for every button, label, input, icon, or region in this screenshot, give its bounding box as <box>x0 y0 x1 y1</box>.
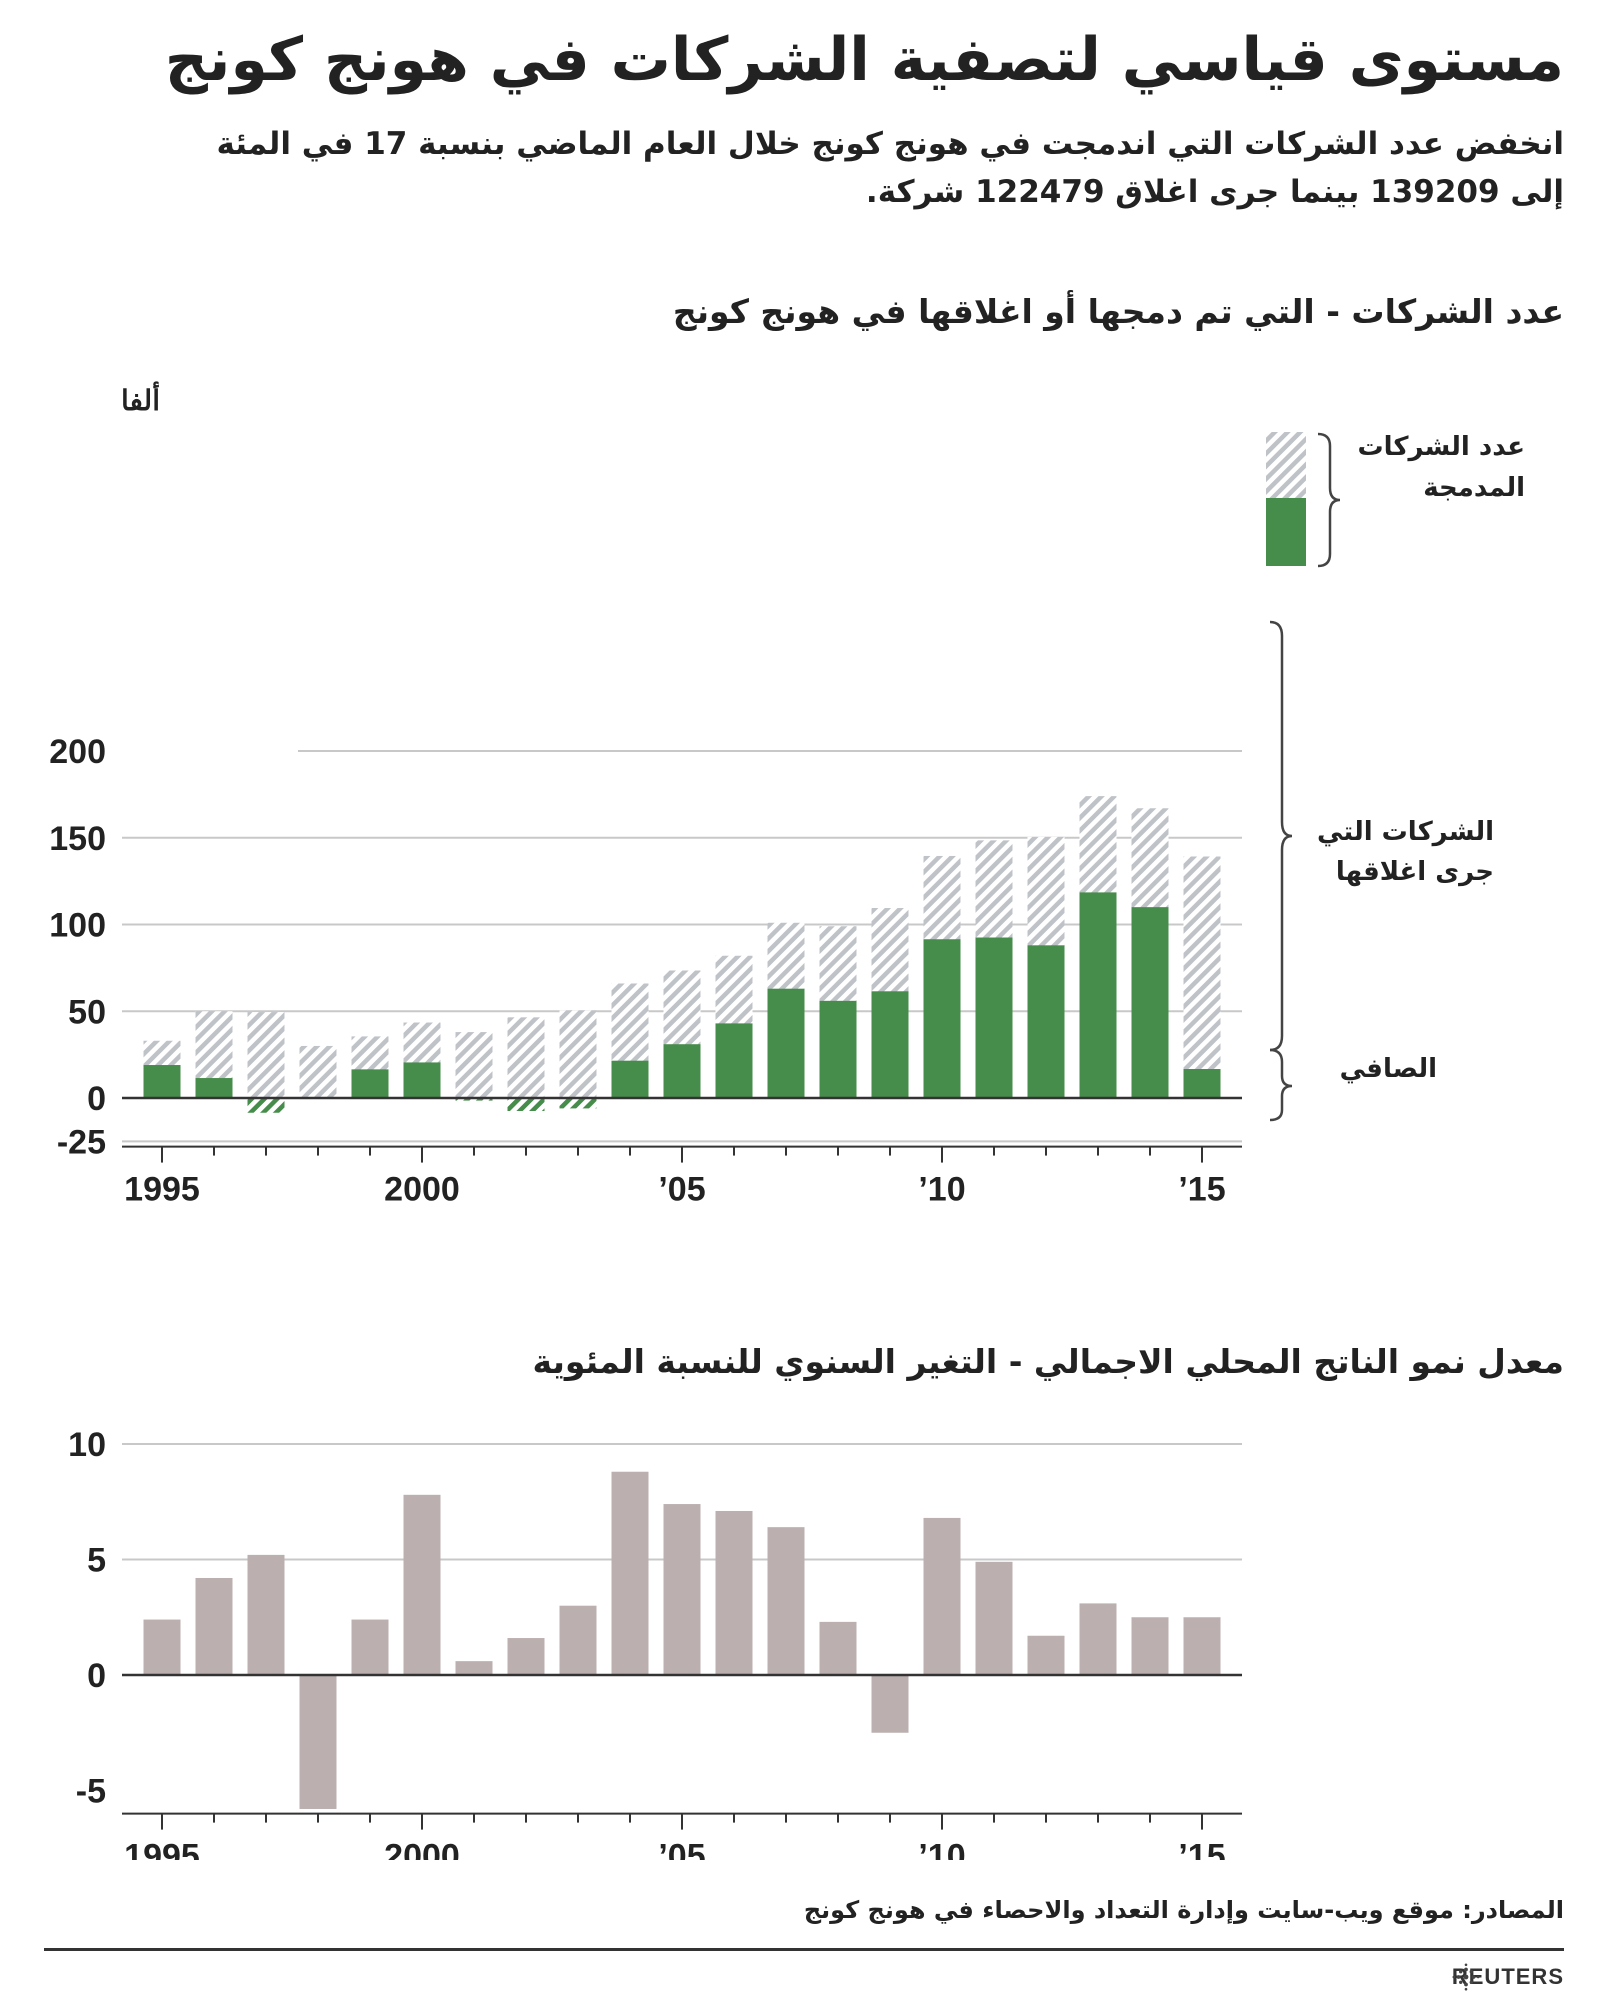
bar-net-negative <box>559 1098 597 1109</box>
chart1-legend: عدد الشركات المدمجة الشركات التي جرى اغل… <box>1266 432 1526 1122</box>
y-tick-label: 0 <box>87 1657 106 1695</box>
bar-gdp-growth <box>143 1619 181 1675</box>
bar-gdp-growth <box>923 1517 961 1675</box>
bar-net-negative <box>455 1098 493 1101</box>
bar-gdp-growth <box>455 1661 493 1675</box>
x-tick-label: 1995 <box>124 1171 200 1209</box>
bar-net-negative <box>507 1098 545 1112</box>
bar-gdp-growth <box>611 1471 649 1675</box>
bar-net-negative <box>247 1098 285 1113</box>
legend-brace-closed <box>1269 620 1293 1052</box>
page-title: مستوى قياسي لتصفية الشركات في هونج كونج <box>164 25 1564 95</box>
bar-gdp-growth <box>507 1638 545 1675</box>
source-note: المصادر: موقع ويب-سايت وإدارة التعداد وا… <box>803 1896 1564 1924</box>
bar-gdp-growth <box>1027 1635 1065 1675</box>
bar-companies-merged <box>247 1012 285 1098</box>
chart1-unit-label: ألفا <box>121 382 160 416</box>
bar-net-positive <box>923 939 961 1098</box>
legend-closed-line-2: جرى اغلاقها <box>1336 857 1494 887</box>
legend-merged-line-1: عدد الشركات <box>1358 432 1526 462</box>
x-tick-label: ’10 <box>918 1171 965 1209</box>
y-tick-label: 10 <box>68 1426 106 1464</box>
companies-bar-chart: 200 150 100 50 0 -25 1995 2000 ’05 ’10 ’15 ألفا عد… <box>49 382 1526 1209</box>
bar-net-positive <box>871 991 909 1098</box>
bar-net-positive <box>1183 1069 1221 1098</box>
y-tick-label: 100 <box>49 907 106 945</box>
x-tick-label: 1995 <box>124 1838 200 1860</box>
bar-net-positive <box>819 1000 857 1098</box>
bar-net-positive <box>663 1044 701 1098</box>
y-tick-label: 0 <box>87 1080 106 1118</box>
legend-brace-merged <box>1317 432 1341 568</box>
x-tick-label: ’15 <box>1178 1171 1225 1209</box>
bar-companies-merged <box>507 1017 545 1098</box>
bar-net-positive <box>611 1060 649 1098</box>
y-tick-label: -5 <box>76 1773 106 1811</box>
bar-gdp-growth <box>819 1621 857 1675</box>
x-tick-label: ’05 <box>658 1838 705 1860</box>
bar-gdp-growth <box>351 1619 389 1675</box>
bar-net-positive <box>195 1078 233 1098</box>
bar-companies-merged <box>299 1045 337 1098</box>
gdp-bar-chart: 10 5 0 -5 1995 2000 ’05 ’10 ’15 <box>68 1426 1242 1860</box>
page-subtitle: انخفض عدد الشركات التي اندمجت في هونج كو… <box>216 126 1564 210</box>
x-tick-label: 2000 <box>384 1171 460 1209</box>
y-tick-label: 50 <box>68 993 106 1031</box>
chart2-title: معدل نمو الناتج المحلي الاجمالي - التغير… <box>532 1342 1565 1381</box>
y-tick-label: -25 <box>57 1123 106 1161</box>
bar-net-positive <box>975 937 1013 1098</box>
y-tick-label: 5 <box>87 1542 106 1580</box>
bar-gdp-growth <box>975 1561 1013 1675</box>
bar-companies-merged <box>559 1010 597 1098</box>
x-tick-label: ’05 <box>658 1171 705 1209</box>
bar-net-positive <box>351 1069 389 1098</box>
x-tick-label: ’10 <box>918 1838 965 1860</box>
bar-gdp-growth <box>247 1554 285 1675</box>
bar-gdp-growth <box>559 1605 597 1675</box>
legend-closed-line-1: الشركات التي <box>1317 817 1494 847</box>
bar-gdp-growth <box>403 1494 441 1675</box>
bar-gdp-growth <box>1131 1617 1169 1675</box>
bar-net-positive <box>767 988 805 1098</box>
bar-net-positive <box>403 1062 441 1098</box>
bar-gdp-growth <box>1079 1603 1117 1675</box>
bar-gdp-growth <box>871 1675 909 1733</box>
reuters-logo-text: REUTERS <box>1451 1964 1564 1989</box>
legend-net-label: الصافي <box>1340 1054 1437 1084</box>
reuters-logo-icon <box>1452 1963 1480 1991</box>
bar-companies-merged <box>1183 856 1221 1098</box>
legend-brace-net <box>1269 1048 1293 1122</box>
bar-gdp-growth <box>1183 1617 1221 1675</box>
bar-net-positive <box>143 1065 181 1098</box>
footer-divider <box>44 1948 1564 1951</box>
bar-companies-merged <box>455 1032 493 1098</box>
bar-gdp-growth <box>767 1527 805 1675</box>
bar-gdp-growth <box>299 1675 337 1809</box>
bar-net-positive <box>715 1023 753 1098</box>
y-tick-label: 150 <box>49 820 106 858</box>
x-tick-label: ’15 <box>1178 1838 1225 1860</box>
chart2-axes: 10 5 0 -5 1995 2000 ’05 ’10 ’15 <box>68 1426 1242 1860</box>
bar-gdp-growth <box>663 1504 701 1675</box>
chart1-bars <box>143 796 1221 1113</box>
legend-merged-line-2: المدمجة <box>1423 473 1525 503</box>
y-tick-label: 200 <box>49 733 106 771</box>
chart1-title: عدد الشركات - التي تم دمجها أو اغلاقها ف… <box>672 292 1564 331</box>
bar-gdp-growth <box>715 1510 753 1675</box>
bar-net-positive <box>1131 907 1169 1098</box>
reuters-logo: REUTERS <box>1452 1962 1564 1992</box>
chart1-axes: 200 150 100 50 0 -25 1995 2000 ’05 ’10 ’15 <box>49 733 1242 1209</box>
chart2-bars <box>143 1471 1221 1809</box>
x-tick-label: 2000 <box>384 1838 460 1860</box>
legend-solid-swatch <box>1266 498 1306 566</box>
bar-gdp-growth <box>195 1577 233 1675</box>
bar-net-positive <box>1079 892 1117 1098</box>
bar-net-positive <box>1027 945 1065 1098</box>
